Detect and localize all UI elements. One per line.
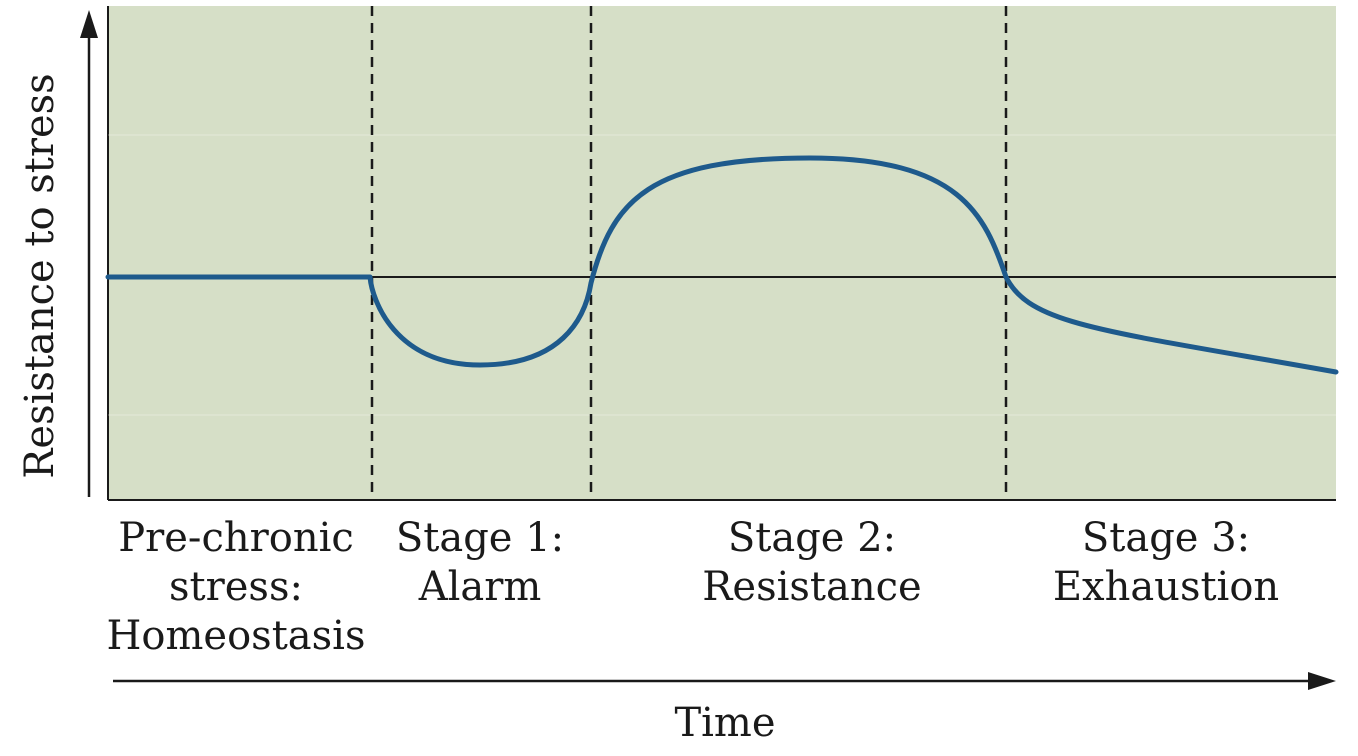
- x-axis-arrowhead-icon: [1308, 672, 1336, 690]
- stage-label-line: Alarm: [418, 564, 542, 610]
- stage-label-resistance: Stage 2: Resistance: [702, 514, 921, 612]
- resistance-curve: [105, 155, 1339, 375]
- y-axis-arrowhead-icon: [80, 10, 98, 38]
- stage-label-homeostasis: Pre-chronic stress: Homeostasis: [107, 514, 366, 661]
- stage-label-line: Stage 2:: [727, 515, 897, 561]
- y-axis-label: Resistance to stress: [17, 73, 63, 479]
- stage-label-line: Exhaustion: [1052, 564, 1280, 610]
- x-axis-label: Time: [674, 700, 776, 746]
- stage-label-line: Resistance: [702, 564, 922, 610]
- stage-label-exhaustion: Stage 3: Exhaustion: [1053, 514, 1279, 612]
- stage-label-line: Homeostasis: [106, 613, 366, 659]
- stage-label-line: stress:: [169, 564, 303, 610]
- stage-label-line: Pre-chronic: [118, 515, 354, 561]
- stage-label-line: Stage 1:: [395, 515, 565, 561]
- stage-label-line: Stage 3:: [1081, 515, 1251, 561]
- plot-area: [108, 6, 1336, 500]
- stage-label-alarm: Stage 1: Alarm: [396, 514, 564, 612]
